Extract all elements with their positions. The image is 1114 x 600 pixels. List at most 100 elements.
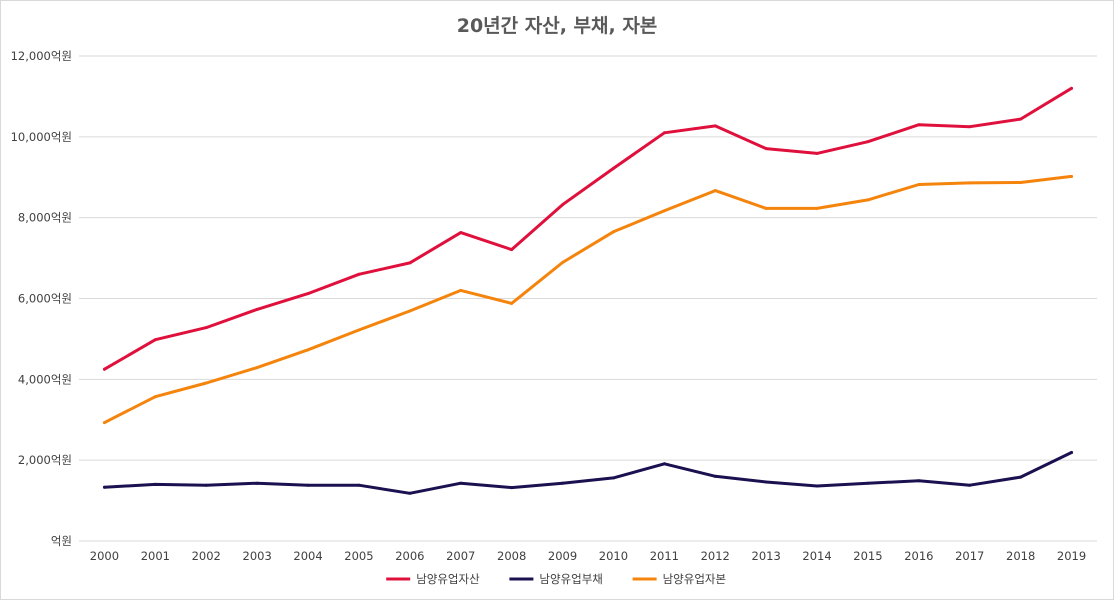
x-tick-label-2007: 2007: [446, 549, 475, 563]
y-axis-ticks: 억원 2,000억원 4,000억원 6,000억원 8,000억원 10,000억원 12…: [11, 49, 72, 548]
data-point-2-2015: [866, 481, 870, 485]
x-tick-label-2005: 2005: [344, 549, 373, 563]
data-point-3-2014: [815, 206, 819, 210]
data-point-1-2008: [510, 248, 514, 252]
x-tick-label-2004: 2004: [293, 549, 322, 563]
y-tick-label-6: 12,000억원: [11, 49, 72, 63]
data-point-2-2005: [357, 483, 361, 487]
x-tick-label-2018: 2018: [1006, 549, 1035, 563]
series-1: [102, 86, 1074, 371]
series-3: [102, 174, 1074, 425]
data-point-3-2019: [1070, 174, 1074, 178]
data-point-3-2018: [1019, 181, 1023, 185]
data-point-2-2012: [713, 474, 717, 478]
data-point-3-2011: [662, 209, 666, 213]
data-point-1-2012: [713, 124, 717, 128]
data-point-3-2016: [917, 183, 921, 187]
data-point-3-2015: [866, 198, 870, 202]
x-tick-label-2009: 2009: [548, 549, 577, 563]
y-tick-label-2: 4,000억원: [18, 372, 72, 386]
x-tick-label-2014: 2014: [802, 549, 831, 563]
data-point-1-2002: [204, 326, 208, 330]
data-point-3-2010: [611, 230, 615, 234]
data-point-2-2008: [510, 486, 514, 490]
legend-label-2: 남양유업부채: [539, 572, 602, 586]
data-point-3-2005: [357, 328, 361, 332]
data-point-1-2011: [662, 131, 666, 135]
data-point-1-2006: [408, 261, 412, 265]
data-point-1-2010: [611, 166, 615, 170]
y-tick-label-0: 억원: [51, 534, 72, 548]
data-point-3-2002: [204, 381, 208, 385]
legend-label-3: 남양유업자본: [663, 572, 726, 586]
data-point-3-2012: [713, 189, 717, 193]
data-point-3-2013: [764, 206, 768, 210]
data-point-3-2006: [408, 309, 412, 313]
data-point-1-2017: [968, 125, 972, 129]
data-point-2-2017: [968, 483, 972, 487]
y-tick-label-3: 6,000억원: [18, 292, 72, 306]
gridlines: [79, 55, 1097, 542]
data-point-2-2013: [764, 480, 768, 484]
data-point-3-2001: [153, 395, 157, 399]
data-point-2-2011: [662, 462, 666, 466]
data-point-1-2019: [1070, 86, 1074, 90]
data-point-1-2016: [917, 123, 921, 127]
data-point-2-2009: [561, 481, 565, 485]
data-point-3-2007: [459, 288, 463, 292]
data-point-1-2013: [764, 147, 768, 151]
y-tick-label-4: 8,000억원: [18, 211, 72, 225]
data-point-1-2009: [561, 203, 565, 207]
x-tick-label-2013: 2013: [752, 549, 781, 563]
x-tick-label-2015: 2015: [853, 549, 882, 563]
data-point-2-2016: [917, 479, 921, 483]
data-point-1-2018: [1019, 117, 1023, 121]
data-point-1-2015: [866, 140, 870, 144]
data-point-3-2003: [255, 366, 259, 370]
data-point-3-2009: [561, 261, 565, 265]
legend: 남양유업자산 남양유업부채 남양유업자본: [386, 572, 726, 586]
data-point-2-2002: [204, 483, 208, 487]
data-point-1-2000: [102, 367, 106, 371]
data-point-2-2000: [102, 485, 106, 489]
data-point-2-2019: [1070, 450, 1074, 454]
series-line-3: [103, 174, 1073, 425]
series-2: [102, 450, 1074, 495]
x-tick-label-2003: 2003: [243, 549, 272, 563]
data-point-3-2008: [510, 301, 514, 305]
x-tick-label-2019: 2019: [1057, 549, 1086, 563]
data-point-2-2018: [1019, 475, 1023, 479]
x-tick-label-2002: 2002: [192, 549, 221, 563]
data-point-3-2000: [102, 421, 106, 425]
x-tick-label-2017: 2017: [955, 549, 984, 563]
y-tick-label-1: 2,000억원: [18, 453, 72, 467]
data-point-1-2007: [459, 231, 463, 235]
y-tick-label-5: 10,000억원: [11, 130, 72, 144]
data-point-2-2006: [408, 491, 412, 495]
data-point-2-2010: [611, 476, 615, 480]
x-tick-label-2012: 2012: [701, 549, 730, 563]
x-tick-label-2016: 2016: [904, 549, 933, 563]
data-point-1-2005: [357, 272, 361, 276]
series-lines: [102, 86, 1074, 495]
data-point-2-2003: [255, 481, 259, 485]
legend-label-1: 남양유업자산: [416, 572, 480, 586]
data-point-1-2003: [255, 307, 259, 311]
chart-title: 20년간 자산, 부채, 자본: [457, 15, 658, 37]
x-tick-label-2001: 2001: [141, 549, 170, 563]
x-tick-label-2008: 2008: [497, 549, 526, 563]
data-point-2-2007: [459, 481, 463, 485]
data-point-2-2004: [306, 483, 310, 487]
data-point-1-2014: [815, 151, 819, 155]
x-axis-ticks: 2000 2001 2002 2003 2004 2005 2006 2007 2008 2009…: [90, 549, 1086, 563]
data-point-1-2004: [306, 292, 310, 296]
data-point-1-2001: [153, 338, 157, 342]
x-tick-label-2010: 2010: [599, 549, 628, 563]
data-point-2-2014: [815, 484, 819, 488]
x-tick-label-2000: 2000: [90, 549, 119, 563]
series-line-2: [103, 451, 1073, 495]
x-tick-label-2006: 2006: [395, 549, 424, 563]
data-point-3-2017: [968, 181, 972, 185]
